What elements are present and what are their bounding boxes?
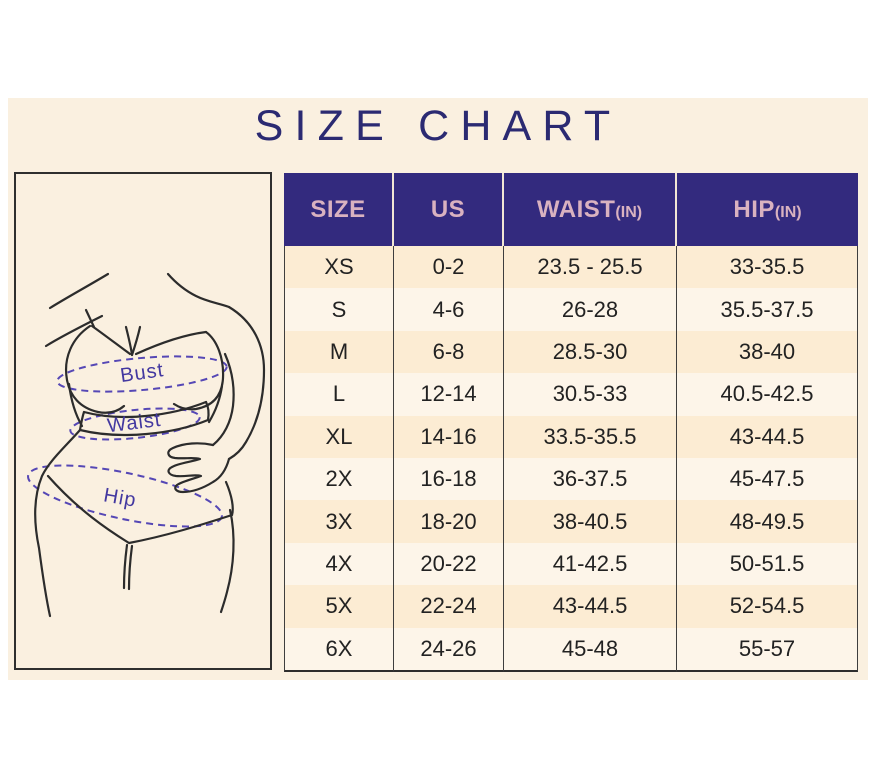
- table-cell: 24-26: [394, 627, 504, 672]
- bust-label: Bust: [119, 359, 166, 387]
- table-cell: 5X: [284, 585, 394, 628]
- table-cell: 50-51.5: [677, 542, 858, 586]
- table-row: 5X 22-24 43-44.5 52-54.5: [284, 585, 858, 628]
- bust-ellipse: [56, 355, 228, 393]
- table-cell: 4X: [284, 542, 394, 586]
- table-cell: 35.5-37.5: [677, 288, 858, 331]
- table-cell: 33-35.5: [677, 246, 858, 289]
- header-size-label: SIZE: [310, 195, 366, 223]
- table-cell: 23.5 - 25.5: [504, 246, 677, 289]
- table-cell: XL: [284, 415, 394, 458]
- table-cell: 2X: [284, 457, 394, 501]
- body-outline: [34, 272, 266, 618]
- table-cell: 14-16: [394, 415, 504, 458]
- table-row: L 12-14 30.5-33 40.5-42.5: [284, 373, 858, 416]
- table-cell: 28.5-30: [504, 330, 677, 374]
- table-cell: 18-20: [394, 500, 504, 543]
- header-row: SIZE US WAIST(IN) HIP(IN): [284, 173, 858, 246]
- table-cell: 55-57: [677, 627, 858, 672]
- body-measurement-illustration: Bust Waist Hip: [27, 272, 266, 618]
- size-table-body: XS 0-2 23.5 - 25.5 33-35.5 S 4-6 26-28 35.5-37.…: [284, 246, 858, 672]
- table-row: 4X 20-22 41-42.5 50-51.5: [284, 542, 858, 586]
- table-cell: 43-44.5: [677, 415, 858, 458]
- table-cell: 38-40.5: [504, 500, 677, 543]
- page-title: SIZE CHART: [254, 102, 622, 150]
- table-row: XL 14-16 33.5-35.5 43-44.5: [284, 415, 858, 458]
- table-cell: XS: [284, 246, 394, 289]
- table-row: M 6-8 28.5-30 38-40: [284, 330, 858, 374]
- table-cell: L: [284, 373, 394, 416]
- header-us-label: US: [430, 195, 466, 223]
- table-cell: S: [284, 288, 394, 331]
- table-row: 3X 18-20 38-40.5 48-49.5: [284, 500, 858, 543]
- table-cell: 20-22: [394, 542, 504, 586]
- table-cell: 6X: [284, 627, 394, 672]
- table-cell: 12-14: [394, 373, 504, 416]
- table-cell: 0-2: [394, 246, 504, 289]
- table-cell: 36-37.5: [504, 457, 677, 501]
- table-cell: 6-8: [394, 330, 504, 374]
- header-hip: HIP(IN): [677, 173, 858, 246]
- header-hip-unit: (IN): [774, 203, 802, 221]
- hip-ellipse: [27, 464, 223, 528]
- size-table-header: SIZE US WAIST(IN) HIP(IN): [284, 173, 858, 246]
- table-cell: 45-47.5: [677, 457, 858, 501]
- header-waist-unit: (IN): [615, 203, 643, 221]
- header-hip-label: HIP: [733, 195, 775, 223]
- header-waist-label: WAIST: [536, 195, 616, 223]
- table-cell: 41-42.5: [504, 542, 677, 586]
- measurement-ellipses: [27, 355, 228, 528]
- table-row: S 4-6 26-28 35.5-37.5: [284, 288, 858, 331]
- table-row: 2X 16-18 36-37.5 45-47.5: [284, 457, 858, 501]
- table-cell: 48-49.5: [677, 500, 858, 543]
- table-cell: 3X: [284, 500, 394, 543]
- table-cell: 38-40: [677, 330, 858, 374]
- table-cell: M: [284, 330, 394, 374]
- waist-ellipse: [69, 407, 201, 441]
- size-chart-card: SIZE CHART: [8, 98, 868, 680]
- table-cell: 26-28: [504, 288, 677, 331]
- table-cell: 40.5-42.5: [677, 373, 858, 416]
- table-cell: 30.5-33: [504, 373, 677, 416]
- table-cell: 33.5-35.5: [504, 415, 677, 458]
- hip-label: Hip: [102, 484, 138, 511]
- table-cell: 4-6: [394, 288, 504, 331]
- table-row: XS 0-2 23.5 - 25.5 33-35.5: [284, 246, 858, 289]
- header-us: US: [394, 173, 504, 246]
- table-cell: 16-18: [394, 457, 504, 501]
- table-cell: 22-24: [394, 585, 504, 628]
- size-table: SIZE US WAIST(IN) HIP(IN) XS 0-2 23.5 - 25…: [284, 173, 858, 672]
- header-waist: WAIST(IN): [504, 173, 677, 246]
- measurement-figure-panel: Bust Waist Hip: [14, 172, 272, 670]
- table-cell: 43-44.5: [504, 585, 677, 628]
- table-cell: 52-54.5: [677, 585, 858, 628]
- table-row: 6X 24-26 45-48 55-57: [284, 627, 858, 672]
- table-cell: 45-48: [504, 627, 677, 672]
- header-size: SIZE: [284, 173, 394, 246]
